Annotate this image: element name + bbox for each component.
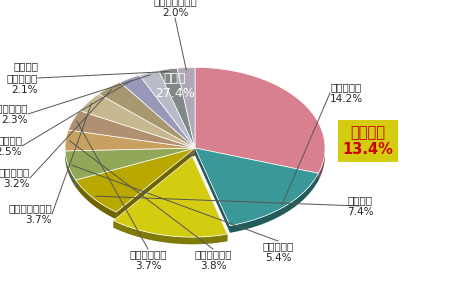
Polygon shape <box>65 130 195 151</box>
Polygon shape <box>65 148 195 180</box>
Polygon shape <box>65 151 76 187</box>
Text: その他
27.4%: その他 27.4% <box>155 72 195 100</box>
Polygon shape <box>113 221 227 244</box>
Polygon shape <box>140 71 195 148</box>
Polygon shape <box>195 148 230 233</box>
Text: 電気温水器
5.4%: 電気温水器 5.4% <box>262 241 293 263</box>
Polygon shape <box>230 173 319 233</box>
Text: エコキュート
3.8%: エコキュート 3.8% <box>194 249 232 271</box>
Polygon shape <box>159 68 195 148</box>
Text: パソコン
2.5%: パソコン 2.5% <box>0 135 22 157</box>
Text: 照明器具
13.4%: 照明器具 13.4% <box>343 125 393 157</box>
Polygon shape <box>177 67 195 148</box>
Polygon shape <box>76 148 195 212</box>
Text: 電気冷蔵庫
14.2%: 電気冷蔵庫 14.2% <box>330 82 363 104</box>
Polygon shape <box>80 94 195 148</box>
Polygon shape <box>113 157 227 237</box>
Polygon shape <box>68 111 195 148</box>
Polygon shape <box>99 82 195 148</box>
Polygon shape <box>319 149 325 181</box>
Text: 電気ポット
3.2%: 電気ポット 3.2% <box>0 167 30 189</box>
Polygon shape <box>113 157 193 228</box>
Polygon shape <box>195 67 325 173</box>
Polygon shape <box>120 75 195 148</box>
Polygon shape <box>65 148 195 158</box>
Polygon shape <box>76 180 116 219</box>
Polygon shape <box>193 157 227 241</box>
Polygon shape <box>195 148 319 181</box>
Text: 電気カーペット
2.0%: 電気カーペット 2.0% <box>153 0 197 18</box>
Text: 食器洗い乾燥機
3.7%: 食器洗い乾燥機 3.7% <box>8 203 52 225</box>
Text: 洗濯機・
洗濯乾燥機
2.1%: 洗濯機・ 洗濯乾燥機 2.1% <box>7 61 38 95</box>
Text: 温水洗浄便座
3.7%: 温水洗浄便座 3.7% <box>129 249 167 271</box>
Text: エアコン
7.4%: エアコン 7.4% <box>347 195 373 217</box>
Polygon shape <box>195 148 319 181</box>
Polygon shape <box>65 148 195 158</box>
Polygon shape <box>195 148 319 226</box>
Polygon shape <box>76 148 195 187</box>
Text: ジャー炊飯器
2.3%: ジャー炊飯器 2.3% <box>0 103 28 125</box>
Polygon shape <box>116 148 195 219</box>
Polygon shape <box>76 148 195 187</box>
